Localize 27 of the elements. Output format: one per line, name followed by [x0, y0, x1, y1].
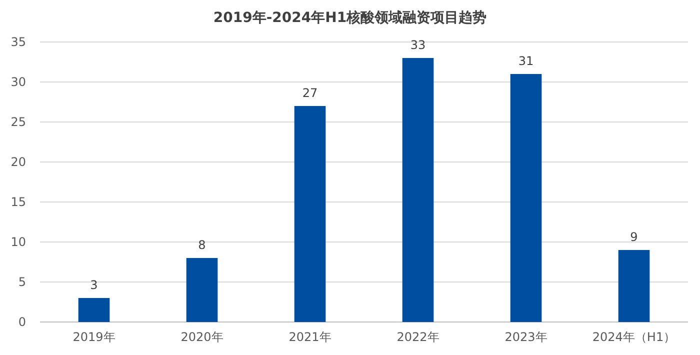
data-label: 27 [302, 86, 318, 100]
chart-title: 2019年-2024年H1核酸领域融资项目趋势 [213, 10, 487, 26]
x-tick-label: 2020年 [180, 330, 224, 344]
data-label: 8 [198, 238, 206, 252]
x-tick-label: 2019年 [72, 330, 116, 344]
bar [510, 74, 542, 322]
bar [294, 106, 326, 322]
data-label: 9 [630, 230, 638, 244]
y-tick-label: 5 [18, 275, 26, 289]
y-tick-label: 35 [10, 35, 26, 49]
bar [186, 258, 218, 322]
x-tick-label: 2024年（H1） [592, 330, 676, 344]
y-tick-label: 10 [10, 235, 26, 249]
bar [618, 250, 650, 322]
y-tick-label: 25 [10, 115, 26, 129]
y-tick-label: 30 [10, 75, 26, 89]
x-tick-label: 2023年 [504, 330, 548, 344]
data-label: 33 [410, 38, 426, 52]
data-label: 31 [518, 54, 534, 68]
bar [402, 58, 434, 322]
x-tick-label: 2021年 [288, 330, 332, 344]
y-tick-label: 20 [10, 155, 26, 169]
data-label: 3 [90, 278, 98, 292]
y-tick-label: 0 [18, 315, 26, 329]
bar [78, 298, 110, 322]
y-tick-label: 15 [10, 195, 26, 209]
x-tick-label: 2022年 [396, 330, 440, 344]
